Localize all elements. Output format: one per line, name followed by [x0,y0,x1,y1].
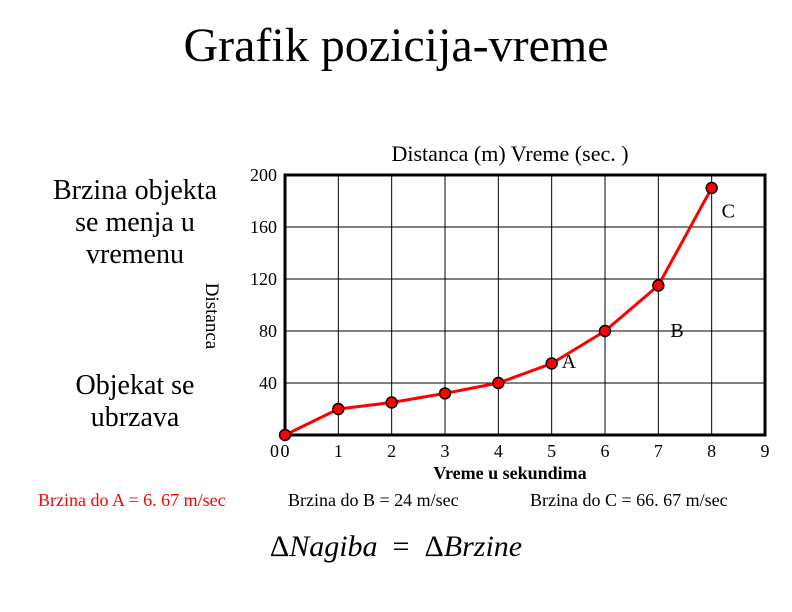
equation-lhs: Nagiba [289,530,377,563]
svg-text:7: 7 [654,441,663,461]
left-note-2: Objekat se ubrzava [45,370,225,434]
left-note-1: Brzina objekta se menja u vremenu [50,175,220,272]
svg-text:3: 3 [441,441,450,461]
chart: A B C 0 1 2 3 4 5 6 7 8 9 40 80 120 160 200 0 [230,165,780,465]
svg-text:40: 40 [259,373,277,393]
chart-title: Distanca (m) Vreme (sec. ) [300,141,720,167]
svg-text:120: 120 [250,269,277,289]
speed-c-text: Brzina do C = 66. 67 m/sec [530,490,728,511]
svg-text:160: 160 [250,217,277,237]
svg-text:B: B [670,320,683,342]
x-axis-label: Vreme u sekundima [300,463,720,484]
svg-text:8: 8 [707,441,716,461]
page-title: Grafik pozicija-vreme [0,18,792,73]
svg-text:0: 0 [270,441,279,461]
svg-text:0: 0 [281,441,290,461]
svg-text:6: 6 [601,441,610,461]
equation: ΔNagiba = ΔBrzine [0,530,792,564]
speed-a-text: Brzina do A = 6. 67 m/sec [38,490,226,511]
equation-rhs: Brzine [444,530,522,563]
equation-relation: = [393,530,410,563]
svg-text:5: 5 [547,441,556,461]
speed-b-text: Brzina do B = 24 m/sec [288,490,459,511]
svg-text:4: 4 [494,441,503,461]
y-axis-label: Distanca [200,256,222,376]
svg-text:C: C [722,200,735,222]
svg-text:200: 200 [250,165,277,185]
svg-text:1: 1 [334,441,343,461]
svg-text:2: 2 [387,441,396,461]
svg-text:A: A [562,351,577,373]
svg-text:80: 80 [259,321,277,341]
svg-text:9: 9 [761,441,770,461]
bottom-stats: Brzina do A = 6. 67 m/sec Brzina do B = … [0,490,792,520]
